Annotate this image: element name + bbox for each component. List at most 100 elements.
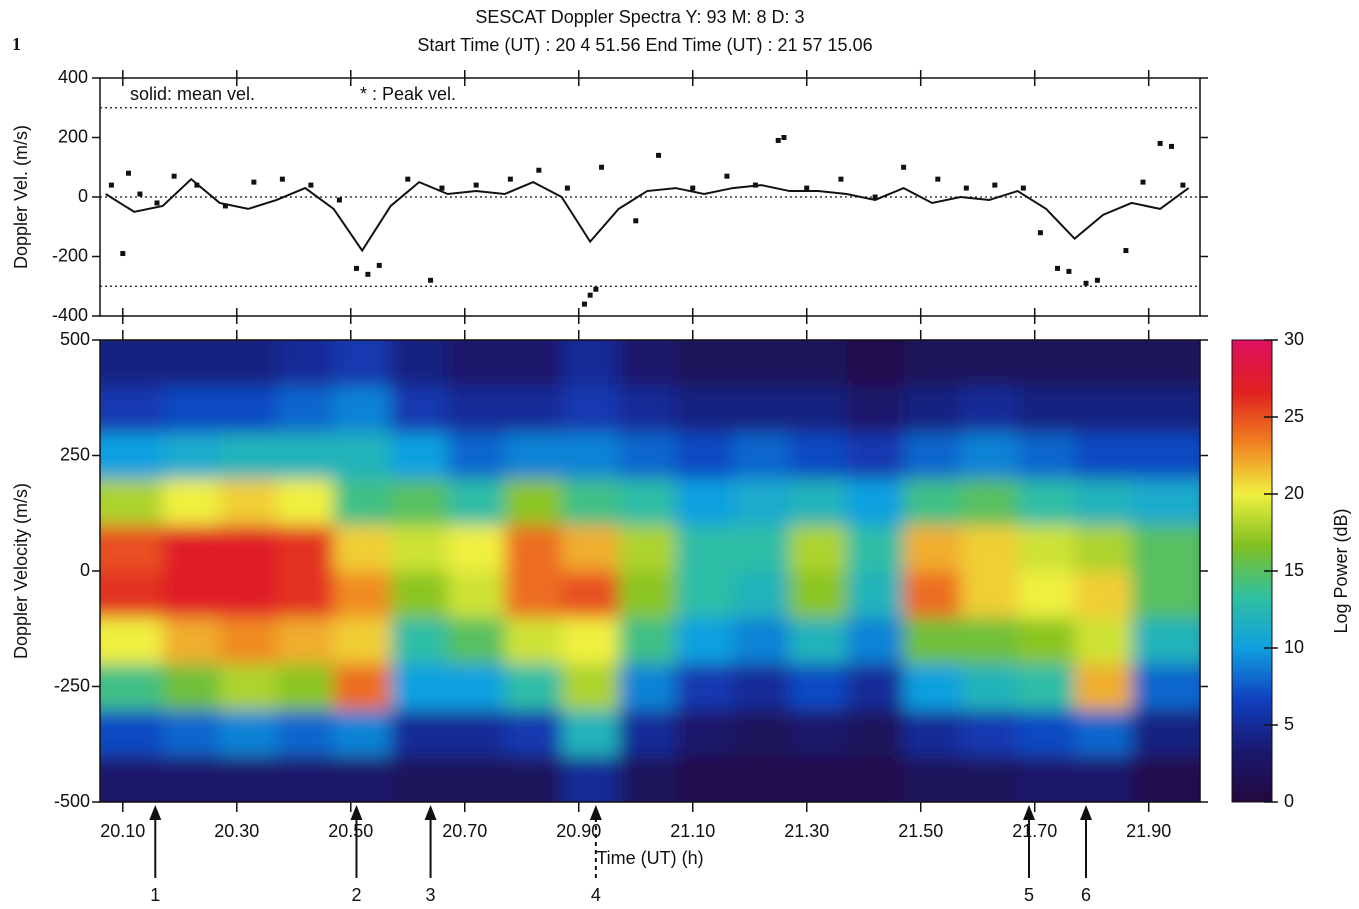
heatmap-cell (1074, 709, 1133, 757)
x-tick-label: 20.10 (100, 821, 145, 841)
heatmap-cell (219, 709, 278, 757)
annotation-label: 2 (351, 885, 361, 905)
peak-velocity-point (599, 164, 605, 170)
heatmap-cell (675, 432, 734, 480)
heatmap-cell (333, 663, 392, 711)
heatmap-cell (618, 709, 677, 757)
peak-velocity-point (1094, 277, 1100, 283)
peak-velocity-point (724, 173, 730, 179)
heatmap-cell (504, 617, 563, 664)
heatmap-cell (903, 663, 962, 711)
heatmap-cell (960, 340, 1019, 387)
peak-velocity-point (1055, 265, 1061, 271)
heatmap-cell (276, 571, 335, 618)
peak-velocity-point (1180, 182, 1186, 188)
heatmap-cell (960, 571, 1019, 618)
chart-subtitle: Start Time (UT) : 20 4 51.56 End Time (U… (417, 35, 872, 55)
annotation-label: 6 (1081, 885, 1091, 905)
heatmap-cell (561, 478, 620, 526)
peak-velocity-point (439, 185, 445, 191)
heatmap-cell (846, 478, 905, 526)
heatmap-cell (1074, 524, 1133, 572)
peak-velocity-point (194, 182, 200, 188)
heatmap-cell (276, 663, 335, 711)
heatmap-cell (100, 386, 164, 433)
heatmap-cell (333, 386, 392, 433)
heatmap-cell (732, 709, 791, 757)
heatmap-cell (1074, 340, 1133, 387)
y-tick-label: -500 (54, 791, 90, 811)
heatmap-cell (219, 524, 278, 572)
heatmap-cell (618, 524, 677, 572)
heatmap-cell (732, 663, 791, 711)
heatmap-cell (333, 571, 392, 618)
peak-velocity-point (308, 182, 314, 188)
heatmap-cell (618, 386, 677, 433)
heatmap-cell (219, 571, 278, 618)
peak-velocity-point (804, 185, 810, 191)
heatmap-cell (675, 478, 734, 526)
heatmap-cell (447, 386, 506, 433)
peak-velocity-point (536, 167, 542, 173)
y-tick-label: -250 (54, 675, 90, 695)
heatmap-cell (276, 524, 335, 572)
arrow-head (1080, 805, 1093, 820)
heatmap-cell (846, 709, 905, 757)
heatmap-cell (390, 617, 449, 664)
y-tick-label: 0 (80, 560, 90, 580)
heatmap-cell (276, 755, 335, 802)
heatmap-cell (789, 386, 848, 433)
heatmap-cell (447, 340, 506, 387)
heatmap-cell (162, 386, 221, 433)
x-tick-label: 21.10 (670, 821, 715, 841)
peak-velocity-point (125, 170, 131, 176)
peak-velocity-point (775, 137, 781, 143)
heatmap-cell (732, 617, 791, 664)
heatmap-cell (219, 478, 278, 526)
colorbar-tick-label: 15 (1284, 560, 1304, 580)
heatmap-cell (846, 571, 905, 618)
x-axis-label: Time (UT) (h) (596, 848, 703, 868)
colorbar-tick-label: 0 (1284, 791, 1294, 811)
heatmap-cell (100, 524, 164, 572)
heatmap-cell (903, 524, 962, 572)
heatmap-cell (789, 478, 848, 526)
heatmap-cell (1131, 478, 1200, 526)
heatmap-cell (447, 663, 506, 711)
heatmap-cell (732, 386, 791, 433)
heatmap-cell (1131, 709, 1200, 757)
heatmap-cell (903, 340, 962, 387)
peak-velocity-point (593, 286, 599, 292)
heatmap-cell (960, 663, 1019, 711)
heatmap-cell (903, 432, 962, 480)
y-axis-label: Doppler Velocity (m/s) (11, 483, 31, 659)
y-tick-label: -400 (52, 305, 88, 325)
heatmap-cell (447, 571, 506, 618)
heatmap-cell (100, 340, 164, 387)
heatmap-cell (1074, 386, 1133, 433)
heatmap-cell (1017, 663, 1076, 711)
peak-velocity-point (376, 262, 382, 268)
peak-velocity-point (336, 197, 342, 203)
arrow-head (350, 805, 363, 820)
heatmap-cell (276, 340, 335, 387)
heatmap-cell (561, 340, 620, 387)
y-tick-label: 500 (60, 329, 90, 349)
heatmap-cell (561, 386, 620, 433)
heatmap-cell (219, 663, 278, 711)
heatmap-cell (789, 524, 848, 572)
heatmap-cell (390, 524, 449, 572)
heatmap-cell (960, 524, 1019, 572)
x-tick-label: 20.50 (328, 821, 373, 841)
peak-velocity-point (963, 185, 969, 191)
heatmap-cell (561, 617, 620, 664)
heatmap-cell (1131, 755, 1200, 802)
heatmap-cell (162, 478, 221, 526)
heatmap-cell (789, 571, 848, 618)
peak-velocity-point (872, 194, 878, 200)
x-tick-label: 21.50 (898, 821, 943, 841)
heatmap-cell (333, 478, 392, 526)
heatmap-cell (100, 617, 164, 664)
heatmap-cell (504, 432, 563, 480)
